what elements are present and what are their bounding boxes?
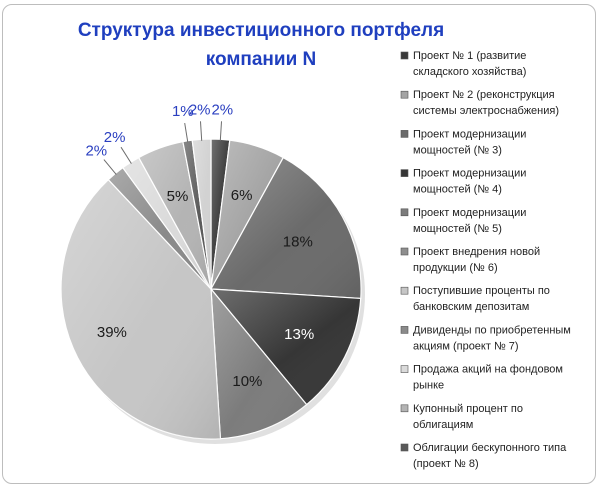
pie-slices bbox=[60, 138, 365, 444]
legend-item-6: Проект внедрения новой продукции (№ 6) bbox=[400, 246, 540, 274]
legend-label-9-line-2: рынке bbox=[413, 380, 444, 392]
pie-leader-lines bbox=[103, 121, 222, 175]
legend-item-2: Проект № 2 (реконструкция системы электро… bbox=[400, 89, 559, 117]
legend-label-9-line-1: Продажа акций на фондовом bbox=[413, 364, 563, 376]
legend-label-10-line-2: облигациям bbox=[413, 419, 473, 431]
legend-label-1-line-1: Проект № 1 (развитие bbox=[413, 50, 526, 62]
pie-slice-sheen-10 bbox=[138, 141, 211, 289]
legend-label-1-line-2: складского хозяйства) bbox=[413, 66, 526, 78]
pie-slice-sheen-5 bbox=[211, 289, 307, 439]
legend-label-6-line-1: Проект внедрения новой bbox=[413, 246, 540, 258]
legend-item-5: Проект модернизации мощностей (№ 5) bbox=[400, 207, 526, 235]
pie-slice-sheen-3 bbox=[211, 157, 361, 299]
legend-label-5-line-1: Проект модернизации bbox=[413, 207, 526, 219]
legend-label-8-line-2: акциям (проект № 7) bbox=[413, 340, 519, 352]
legend-label-11-line-1: Облигации бескупонного типа bbox=[413, 442, 567, 454]
legend-swatch-9 bbox=[400, 365, 409, 373]
chart-title-line-2: компании N bbox=[206, 49, 317, 70]
legend-item-11: Облигации бескупонного типа (проект № 8) bbox=[400, 442, 567, 470]
pie-slice-sheen-9 bbox=[122, 157, 211, 289]
leader-line-8 bbox=[103, 159, 117, 175]
legend-item-9: Продажа акций на фондовом рынке bbox=[400, 364, 563, 392]
legend-swatch-10 bbox=[400, 404, 409, 413]
legend-swatch-1 bbox=[400, 51, 409, 60]
legend-item-8: Дивиденды по приобретенным акциям (проект… bbox=[400, 324, 571, 352]
legend-swatch-11 bbox=[400, 443, 409, 452]
legend-label-5-line-2: мощностей (№ 5) bbox=[413, 223, 502, 235]
chart-title: Структура инвестиционного портфеля компа… bbox=[78, 20, 444, 70]
pie-slice-sheen-4 bbox=[211, 289, 361, 405]
legend-swatch-4 bbox=[400, 169, 409, 177]
legend-swatch-8 bbox=[400, 326, 409, 334]
leader-line-1 bbox=[219, 121, 222, 141]
legend-label-2-line-1: Проект № 2 (реконструкция bbox=[413, 89, 555, 101]
chart-title-line-1: Структура инвестиционного портфеля bbox=[78, 20, 444, 41]
leader-line-9 bbox=[120, 146, 132, 164]
legend-item-1: Проект № 1 (развитие складского хозяйства… bbox=[400, 50, 526, 78]
legend-label-4-line-2: мощностей (№ 4) bbox=[413, 184, 502, 196]
legend-label-10-line-1: Купонный процент по bbox=[413, 403, 523, 415]
slice-label-2: 6% bbox=[231, 187, 253, 204]
legend-item-7: Поступившие проценты по банковским депози… bbox=[400, 285, 550, 313]
slice-label-4: 13% bbox=[284, 326, 314, 343]
slice-label-5: 10% bbox=[232, 373, 262, 390]
legend-item-4: Проект модернизации мощностей (№ 4) bbox=[400, 168, 526, 196]
slice-label-10: 5% bbox=[167, 188, 189, 205]
pie-slice-sheen-11 bbox=[182, 140, 211, 289]
slice-label-1: 2% bbox=[211, 101, 233, 118]
legend-swatch-7 bbox=[400, 286, 409, 295]
legend-label-4-line-1: Проект модернизации bbox=[413, 168, 526, 180]
legend-swatch-2 bbox=[400, 90, 409, 99]
legend-swatch-5 bbox=[400, 208, 409, 217]
legend-label-3-line-2: мощностей (№ 3) bbox=[413, 144, 502, 156]
legend-label-11-line-2: (проект № 8) bbox=[413, 458, 479, 470]
legend-swatch-6 bbox=[400, 247, 409, 256]
pie-slice-sheen-7 bbox=[61, 179, 221, 439]
pie-data-labels: 2%6%18%13%10%39%2%2%5%1%2% bbox=[85, 101, 314, 390]
slice-label-3: 18% bbox=[283, 233, 313, 250]
slice-label-7: 39% bbox=[97, 324, 127, 341]
pie-slice-sheen-2 bbox=[211, 140, 284, 289]
legend-item-10: Купонный процент по облигациям bbox=[400, 403, 523, 431]
legend-label-7-line-2: банковским депозитам bbox=[413, 301, 529, 313]
slice-label-12: 2% bbox=[189, 101, 211, 118]
pie-slice-sheen-12 bbox=[192, 139, 211, 289]
legend-label-7-line-1: Поступившие проценты по bbox=[413, 285, 550, 297]
chart-frame: Структура инвестиционного портфеля компа… bbox=[2, 4, 596, 484]
legend-label-6-line-2: продукции (№ 6) bbox=[413, 262, 498, 274]
slice-label-11: 1% bbox=[172, 103, 194, 120]
legend-label-8-line-1: Дивиденды по приобретенным bbox=[413, 324, 571, 336]
legend-swatch-3 bbox=[400, 130, 409, 138]
chart-legend: Проект № 1 (развитие складского хозяйства… bbox=[400, 50, 571, 470]
legend-label-2-line-2: системы электроснабжения) bbox=[413, 105, 559, 117]
pie-chart: Структура инвестиционного портфеля компа… bbox=[60, 20, 571, 470]
pie-slice-sheen-8 bbox=[108, 167, 211, 289]
legend-label-3-line-1: Проект модернизации bbox=[413, 128, 526, 140]
leader-line-12 bbox=[200, 121, 203, 141]
slice-label-8: 2% bbox=[85, 142, 107, 159]
legend-item-3: Проект модернизации мощностей (№ 3) bbox=[400, 128, 526, 156]
leader-line-11 bbox=[184, 123, 189, 143]
slice-label-9: 2% bbox=[104, 129, 126, 146]
